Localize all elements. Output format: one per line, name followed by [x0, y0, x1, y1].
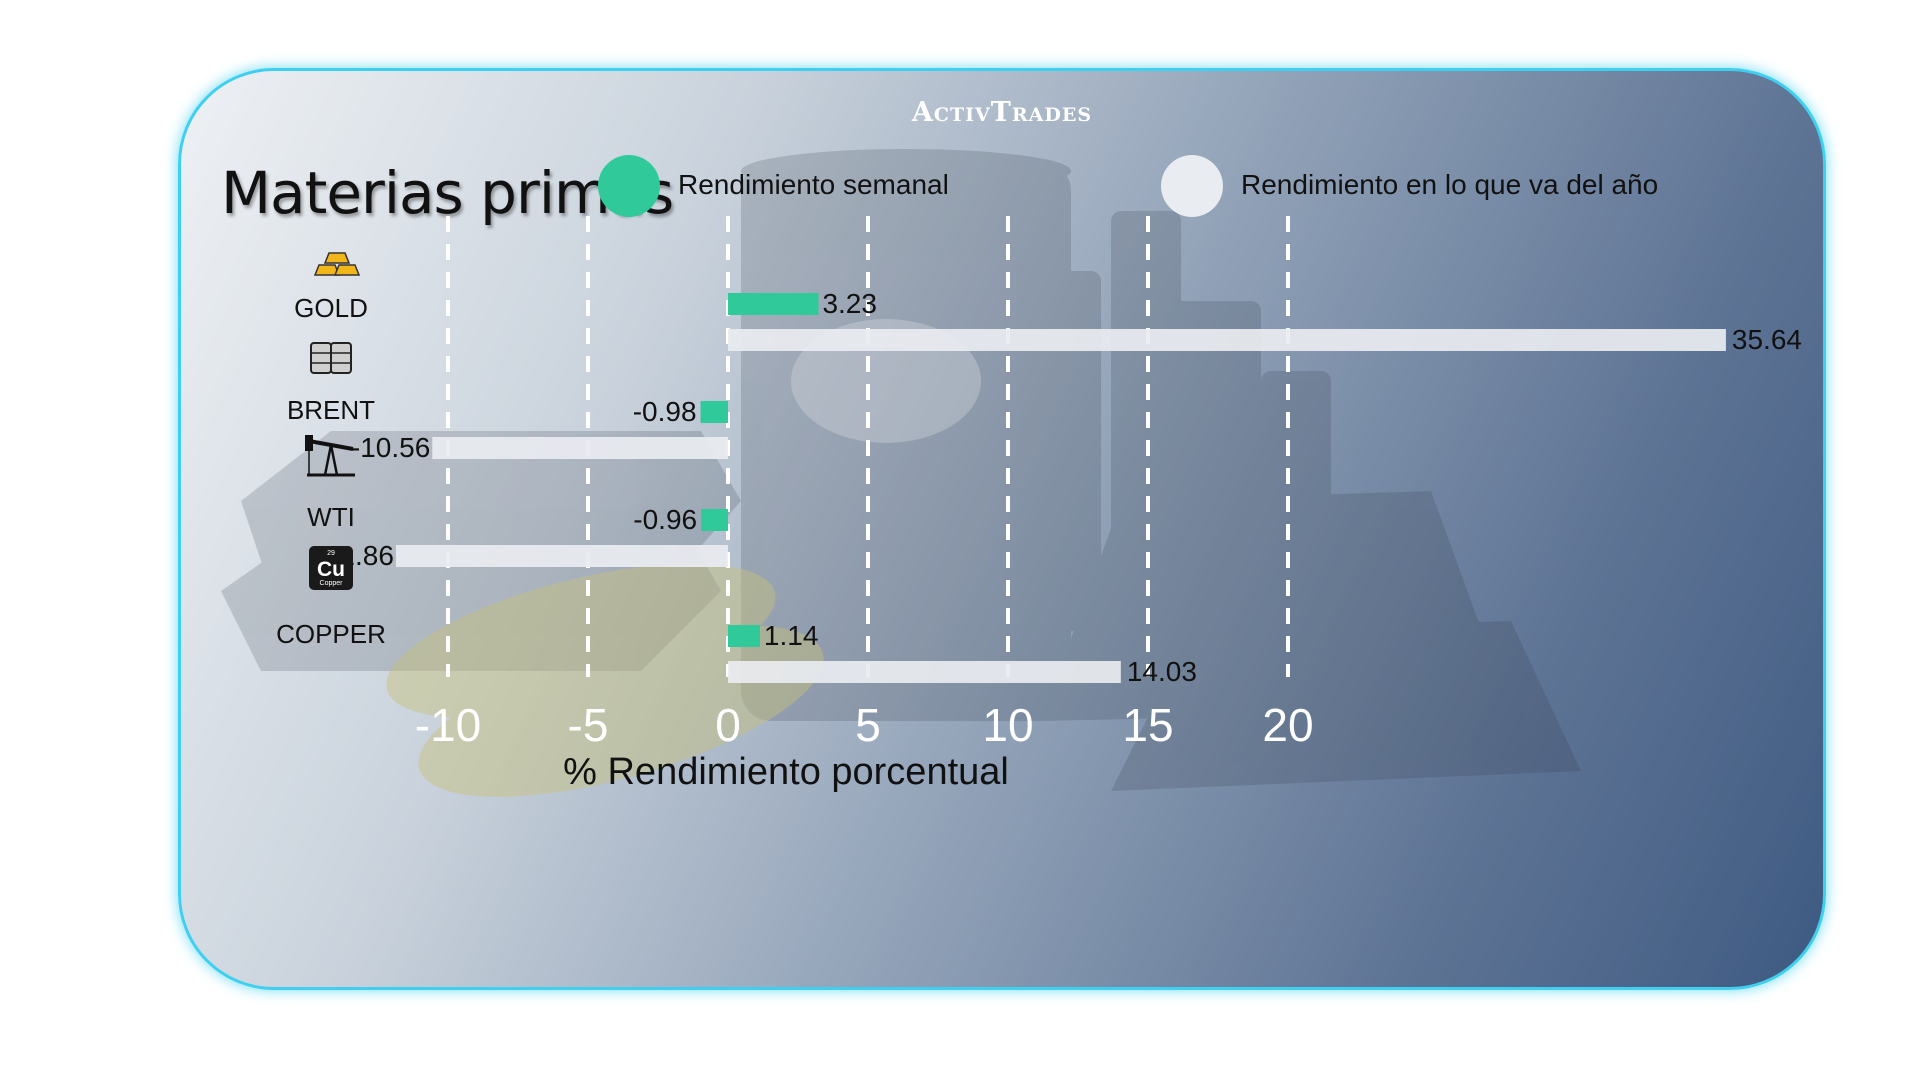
pump-frame — [323, 444, 339, 477]
data-label-ytd: 14.03 — [1127, 656, 1197, 687]
data-label-weekly: -0.96 — [633, 504, 697, 535]
legend-weekly-swatch — [598, 155, 660, 217]
data-label-weekly: 1.14 — [764, 620, 819, 651]
category-label: COPPER — [276, 619, 386, 649]
copper-tile — [309, 546, 353, 590]
oil-barrels-icon — [310, 342, 352, 374]
bar-weekly — [728, 293, 819, 315]
copper-number: 29 — [327, 550, 335, 557]
data-label-ytd: 35.64 — [1732, 324, 1802, 355]
chart-card: ActivTrades Materias primas Rendimiento … — [178, 68, 1826, 990]
barrel-shape — [310, 342, 332, 374]
gold-bars-icon — [313, 252, 361, 276]
category-label: WTI — [307, 502, 355, 532]
category-label: BRENT — [287, 395, 375, 425]
pump-head — [305, 435, 313, 451]
gold-bar-shape — [313, 264, 341, 276]
bar-weekly — [701, 509, 728, 531]
x-tick-label: 15 — [1122, 699, 1173, 751]
legend-weekly-label: Rendimiento semanal — [678, 169, 949, 200]
copper-symbol: Cu — [317, 558, 345, 581]
oil-pump-icon — [305, 435, 355, 477]
bar-ytd — [395, 545, 728, 567]
x-axis-title: % Rendimiento porcentual — [563, 751, 1009, 793]
x-tick-label: 5 — [855, 699, 881, 751]
bar-chart: -10 -5 0 5 10 15 20 % Rendimiento porcentual 3.2… — [276, 216, 1802, 793]
gold-bar-shape — [323, 252, 351, 264]
category-label: GOLD — [294, 293, 368, 323]
bar-ytd — [728, 329, 1726, 351]
data-label-weekly: -0.98 — [633, 396, 697, 427]
gold-bar-shape — [333, 264, 361, 276]
bar-weekly — [728, 625, 760, 647]
copper-name: Copper — [320, 580, 344, 587]
data-label-weekly: 3.23 — [822, 288, 877, 319]
brand-logo: ActivTrades — [911, 97, 1093, 128]
bar-ytd — [432, 437, 728, 459]
x-tick-label: 10 — [982, 699, 1033, 751]
data-label-ytd: -10.56 — [351, 432, 430, 463]
bar-ytd — [728, 661, 1121, 683]
barrel-shape — [330, 342, 352, 374]
background-illustration — [221, 149, 1581, 797]
legend-ytd-label: Rendimiento en lo que va del año — [1241, 169, 1659, 200]
bar-weekly — [700, 401, 728, 423]
x-tick-label: -5 — [568, 699, 609, 751]
x-tick-label: -10 — [415, 699, 481, 751]
x-tick-label: 20 — [1262, 699, 1313, 751]
x-tick-label: 0 — [715, 699, 741, 751]
pump-beam — [308, 439, 354, 451]
legend-ytd-swatch — [1161, 155, 1223, 217]
